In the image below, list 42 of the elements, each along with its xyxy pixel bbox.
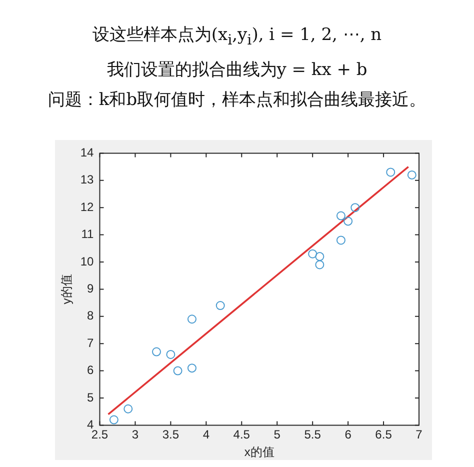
x-tick-label: 5: [274, 428, 281, 442]
y-tick-label: 10: [80, 254, 94, 268]
y-tick-label: 7: [87, 336, 94, 350]
x-tick-label: 2.5: [91, 428, 108, 442]
text: 问题：k和b取何值时，样本点和拟合曲线最接近。: [46, 89, 428, 112]
point: [315, 260, 324, 270]
y-tick-label: 9: [87, 282, 94, 296]
point: [336, 236, 346, 245]
point: [187, 314, 196, 324]
x-tick-label: 3: [132, 428, 139, 442]
x-tick-label: 5.5: [304, 428, 322, 442]
point: [216, 301, 225, 310]
point: [166, 350, 176, 359]
point: [109, 415, 118, 424]
x-tick-label: 4: [202, 428, 210, 442]
point: [315, 252, 324, 262]
point: [152, 347, 162, 356]
point: [336, 211, 346, 220]
point: [187, 364, 196, 373]
x-tick-label: 6.5: [375, 428, 392, 442]
point: [407, 170, 416, 180]
y-axis-title: y的值: [60, 274, 74, 304]
point: [124, 404, 133, 414]
y-tick-label: 6: [87, 363, 94, 378]
x-tick-label: 3.5: [162, 428, 180, 442]
point: [173, 366, 182, 376]
chart-title: 设这些样本点为(x$_{i}$,y$_{i}$), i = 1, 2, ⋯, n: [91, 24, 383, 50]
point: [308, 249, 318, 258]
y-tick-label: 14: [80, 146, 94, 160]
x-axis-title: x的值: [244, 445, 274, 460]
point: [386, 168, 396, 177]
y-tick-label: 12: [80, 200, 94, 214]
x-tick-label: 6: [344, 428, 352, 442]
chart-subtitle: 我们设置的拟合曲线为y = kx + b: [106, 59, 368, 82]
x-tick-label: 4.5: [233, 428, 250, 442]
x-tick-label: 7: [416, 428, 423, 442]
point: [350, 203, 360, 212]
y-tick-label: 13: [80, 172, 94, 187]
y-tick-label: 5: [87, 390, 94, 404]
y-tick-label: 8: [87, 308, 94, 323]
y-tick-label: 11: [81, 227, 94, 242]
point: [344, 216, 353, 226]
